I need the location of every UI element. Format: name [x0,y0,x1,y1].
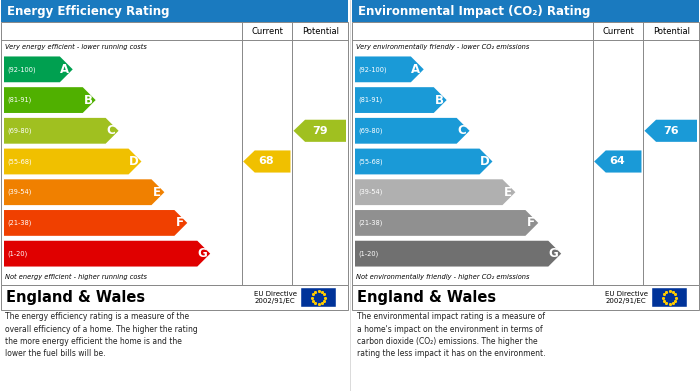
Polygon shape [4,241,210,267]
Text: (55-68): (55-68) [358,158,383,165]
Text: England & Wales: England & Wales [6,290,145,305]
Text: England & Wales: England & Wales [357,290,496,305]
Text: The energy efficiency rating is a measure of the
overall efficiency of a home. T: The energy efficiency rating is a measur… [5,312,197,359]
Text: EU Directive
2002/91/EC: EU Directive 2002/91/EC [254,291,298,305]
Polygon shape [355,118,470,143]
Text: D: D [480,155,489,168]
Polygon shape [4,210,188,236]
Polygon shape [355,56,423,82]
Polygon shape [594,151,641,172]
Text: 68: 68 [258,156,274,167]
Text: (21-38): (21-38) [7,220,31,226]
Text: D: D [129,155,139,168]
Text: Current: Current [603,27,634,36]
Text: Not energy efficient - higher running costs: Not energy efficient - higher running co… [5,274,147,280]
Text: Not environmentally friendly - higher CO₂ emissions: Not environmentally friendly - higher CO… [356,274,529,280]
Text: (1-20): (1-20) [358,250,378,257]
Text: (55-68): (55-68) [7,158,31,165]
Polygon shape [4,56,73,82]
Text: Very environmentally friendly - lower CO₂ emissions: Very environmentally friendly - lower CO… [356,44,529,50]
Text: G: G [197,247,207,260]
Polygon shape [4,179,164,205]
Text: Current: Current [251,27,284,36]
FancyBboxPatch shape [1,285,348,310]
Text: Very energy efficient - lower running costs: Very energy efficient - lower running co… [5,44,147,50]
Text: E: E [153,186,160,199]
FancyBboxPatch shape [1,22,348,285]
Polygon shape [243,151,290,172]
Polygon shape [4,118,118,143]
Polygon shape [4,149,141,174]
Text: E: E [503,186,512,199]
Text: 64: 64 [610,156,625,167]
Polygon shape [355,241,561,267]
Text: B: B [83,93,92,107]
Text: F: F [526,217,535,230]
Text: EU Directive
2002/91/EC: EU Directive 2002/91/EC [606,291,648,305]
FancyBboxPatch shape [652,288,687,307]
Text: (39-54): (39-54) [7,189,31,196]
Text: (1-20): (1-20) [7,250,27,257]
Text: B: B [435,93,443,107]
Text: G: G [549,247,559,260]
FancyBboxPatch shape [1,0,348,22]
FancyBboxPatch shape [301,288,336,307]
Text: (39-54): (39-54) [358,189,382,196]
FancyBboxPatch shape [352,22,699,285]
Polygon shape [355,179,515,205]
Text: (21-38): (21-38) [358,220,382,226]
Text: C: C [457,124,466,137]
Text: 76: 76 [664,126,679,136]
Text: F: F [176,217,183,230]
Text: (92-100): (92-100) [7,66,36,73]
Text: A: A [60,63,69,76]
Polygon shape [355,149,493,174]
Polygon shape [355,210,538,236]
Text: (81-91): (81-91) [7,97,31,103]
Text: 79: 79 [312,126,328,136]
Text: Potential: Potential [652,27,690,36]
Text: C: C [106,124,116,137]
Polygon shape [293,120,346,142]
Polygon shape [355,87,447,113]
Text: (92-100): (92-100) [358,66,386,73]
Text: (69-80): (69-80) [7,127,31,134]
Polygon shape [645,120,697,142]
Text: Potential: Potential [302,27,339,36]
Text: Environmental Impact (CO₂) Rating: Environmental Impact (CO₂) Rating [358,5,590,18]
Text: The environmental impact rating is a measure of
a home's impact on the environme: The environmental impact rating is a mea… [357,312,545,359]
Text: Energy Efficiency Rating: Energy Efficiency Rating [7,5,169,18]
FancyBboxPatch shape [352,0,699,22]
Text: (69-80): (69-80) [358,127,382,134]
Text: (81-91): (81-91) [358,97,382,103]
Text: A: A [412,63,421,76]
Polygon shape [4,87,96,113]
FancyBboxPatch shape [352,285,699,310]
